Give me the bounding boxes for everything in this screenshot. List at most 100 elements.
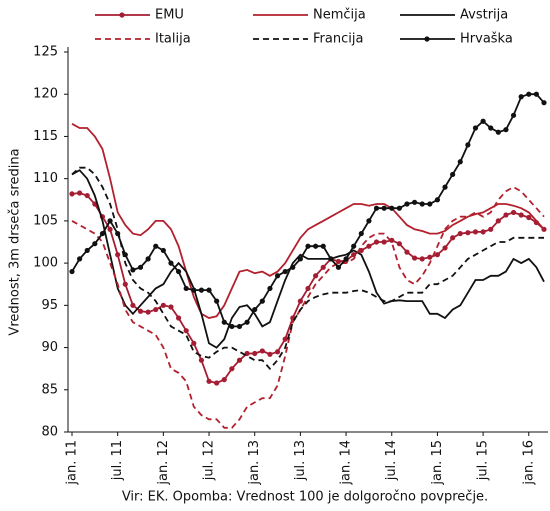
point — [236, 357, 243, 363]
point — [488, 226, 494, 232]
point — [411, 255, 418, 261]
point — [335, 258, 342, 265]
point — [153, 306, 159, 313]
x-tick-label: jan. 15 — [430, 440, 445, 486]
x-tick-label: jan. 11 — [65, 440, 80, 486]
x-tick-label: jul. 13 — [293, 440, 308, 481]
point — [442, 184, 448, 190]
point — [518, 212, 524, 218]
point — [69, 191, 75, 197]
point — [526, 91, 532, 97]
point — [510, 209, 517, 216]
point — [191, 287, 197, 293]
point — [244, 319, 250, 325]
x-tick-label: jan. 16 — [521, 440, 536, 486]
point — [191, 340, 197, 346]
point — [510, 112, 517, 118]
point — [404, 249, 410, 255]
point — [313, 243, 319, 249]
point — [259, 348, 265, 354]
point — [122, 252, 128, 258]
legend-label: Francija — [313, 32, 363, 47]
point — [450, 171, 456, 178]
point — [320, 243, 326, 249]
point — [198, 357, 205, 363]
legend-label: Avstrija — [460, 8, 508, 23]
point — [221, 319, 227, 325]
point — [434, 197, 441, 203]
point — [206, 287, 212, 293]
point — [480, 229, 486, 235]
point — [122, 281, 128, 287]
point — [107, 218, 113, 224]
series-line — [71, 169, 545, 349]
point — [229, 323, 235, 330]
point — [274, 349, 281, 355]
point — [450, 235, 456, 241]
point — [175, 268, 182, 275]
point — [351, 243, 357, 249]
point — [373, 239, 380, 245]
point — [503, 212, 509, 218]
x-tick-label: jul. 15 — [476, 440, 491, 481]
point — [130, 267, 136, 273]
point — [442, 245, 448, 251]
x-tick-label: jul. 14 — [384, 440, 399, 481]
point — [145, 309, 151, 315]
point — [313, 273, 319, 279]
point — [236, 323, 243, 330]
x-tick-label: jan. 13 — [247, 440, 262, 486]
point — [472, 229, 479, 235]
point — [495, 218, 501, 224]
series-line — [71, 186, 545, 429]
point — [160, 302, 166, 308]
point — [153, 243, 159, 249]
legend-marker — [424, 36, 430, 42]
point — [305, 243, 311, 249]
point — [92, 241, 98, 247]
point — [77, 256, 83, 262]
x-tick-label: jul. 12 — [202, 440, 217, 481]
x-tick-label: jan. 14 — [339, 440, 354, 486]
point — [107, 226, 113, 232]
point — [77, 190, 83, 196]
point — [404, 201, 410, 207]
y-tick-label: 120 — [33, 87, 58, 102]
legend-label: EMU — [155, 8, 184, 23]
point — [335, 264, 342, 270]
point — [419, 256, 425, 262]
point — [206, 378, 212, 384]
legend-marker — [119, 12, 125, 18]
point — [366, 218, 372, 224]
y-tick-label: 80 — [41, 425, 58, 440]
point — [267, 285, 273, 292]
point — [457, 159, 463, 165]
point — [434, 252, 441, 258]
y-tick-label: 95 — [41, 298, 58, 313]
point — [290, 264, 296, 270]
point — [381, 239, 387, 245]
point — [495, 129, 501, 135]
point — [229, 366, 235, 372]
point — [465, 142, 471, 148]
point — [396, 241, 402, 247]
point — [465, 230, 471, 236]
point — [69, 268, 75, 275]
point — [221, 377, 227, 383]
point — [84, 247, 90, 254]
point — [274, 273, 281, 279]
y-tick-label: 115 — [33, 129, 58, 144]
point — [168, 304, 174, 310]
legend-label: Italija — [155, 32, 191, 47]
point — [389, 205, 395, 211]
point — [480, 118, 486, 124]
point — [297, 298, 303, 304]
y-tick-label: 105 — [33, 213, 58, 228]
point — [99, 230, 106, 237]
point — [526, 214, 532, 221]
point — [282, 268, 288, 275]
point — [198, 287, 205, 293]
y-tick-label: 85 — [41, 382, 58, 397]
point — [366, 243, 372, 249]
